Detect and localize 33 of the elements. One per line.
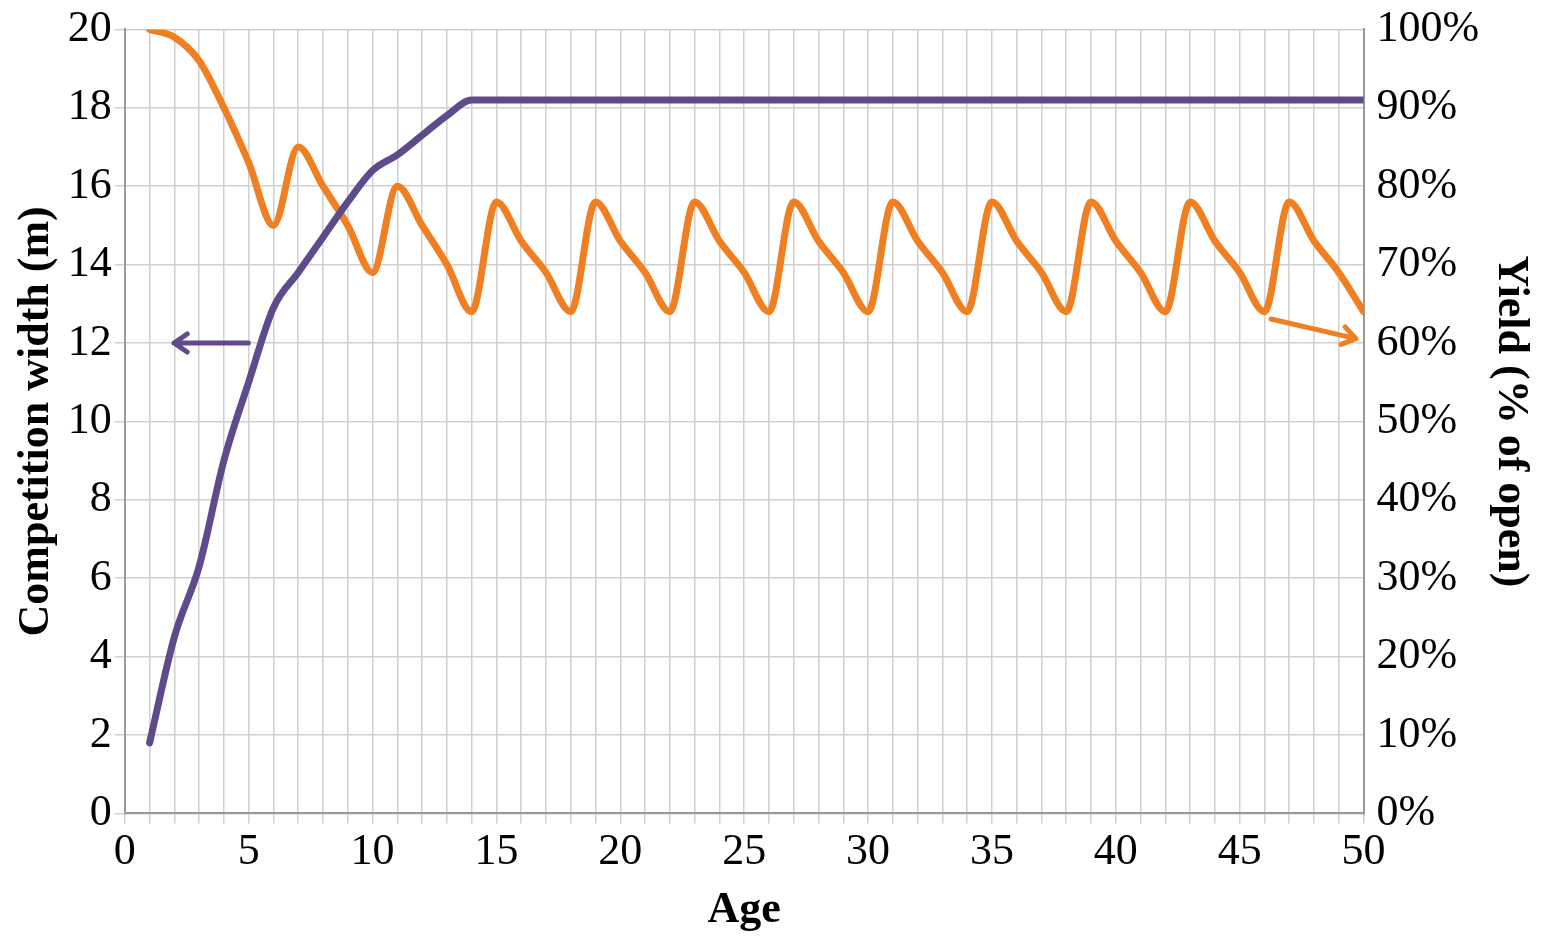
y2-tick-label: 90% [1376,80,1458,130]
x-tick-label: 30 [846,825,891,875]
y2-tick-label: 40% [1376,472,1458,522]
y2-tick-label: 20% [1376,629,1458,679]
y2-axis-title: Yield (% of open) [1489,255,1539,588]
y-tick-label: 6 [89,550,112,600]
x-tick-label: 40 [1093,825,1138,875]
y-tick-label: 10 [67,393,112,443]
y-tick-label: 20 [67,1,112,51]
x-tick-label: 20 [598,825,643,875]
x-tick-label: 5 [237,825,260,875]
y-tick-label: 12 [67,315,112,365]
x-tick-label: 25 [722,825,767,875]
y2-tick-label: 60% [1376,315,1458,365]
y-tick-label: 18 [67,80,112,130]
y2-tick-label: 50% [1376,393,1458,443]
y-tick-label: 16 [67,158,112,208]
y-tick-label: 2 [89,707,112,757]
y-tick-label: 0 [89,785,112,835]
x-tick-label: 35 [969,825,1014,875]
x-tick-label: 45 [1217,825,1262,875]
x-tick-label: 15 [474,825,519,875]
y2-tick-label: 30% [1376,550,1458,600]
y2-tick-label: 10% [1376,707,1458,757]
y2-tick-label: 100% [1376,1,1480,51]
y-axis-title: Competition width (m) [8,206,58,637]
x-tick-label: 10 [350,825,395,875]
y-tick-label: 14 [67,237,112,287]
y-tick-label: 8 [89,472,112,522]
y2-tick-label: 70% [1376,237,1458,287]
y2-tick-label: 80% [1376,158,1458,208]
y-tick-label: 4 [89,629,112,679]
x-axis-title: Age [707,882,781,932]
